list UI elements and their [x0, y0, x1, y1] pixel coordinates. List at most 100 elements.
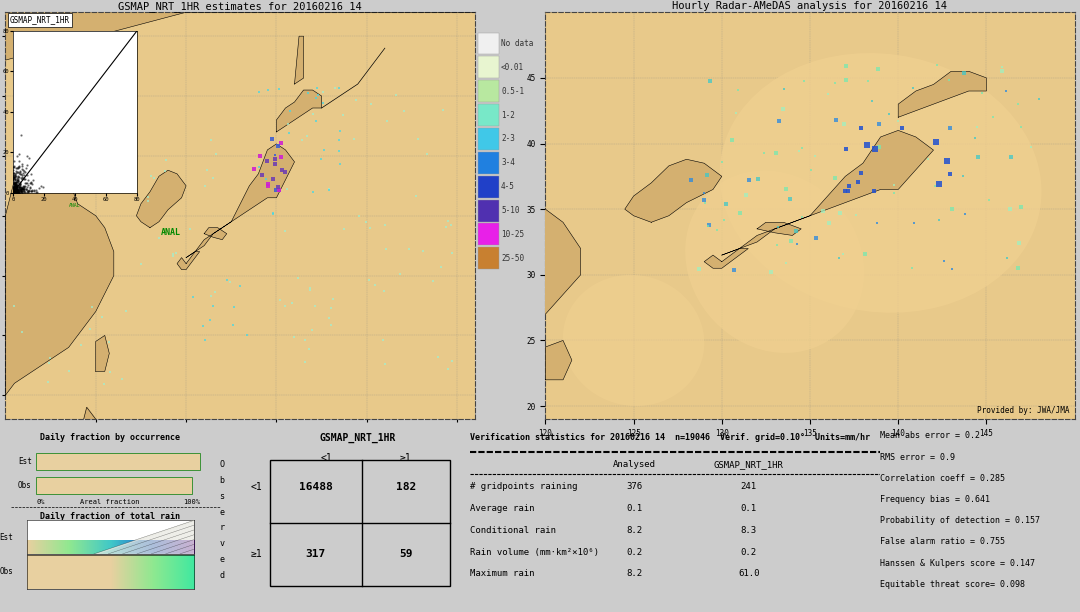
Point — [740, 175, 757, 185]
Point — [18, 178, 36, 188]
Point — [968, 122, 985, 132]
Polygon shape — [757, 222, 801, 236]
Point — [314, 88, 332, 97]
Polygon shape — [369, 144, 581, 406]
Point — [270, 84, 287, 94]
Point — [21, 183, 38, 193]
Point — [6, 174, 24, 184]
Point — [708, 225, 726, 235]
Point — [5, 179, 23, 189]
Point — [270, 141, 287, 151]
Text: 10-25: 10-25 — [501, 230, 524, 239]
Point — [15, 187, 32, 197]
Point — [4, 174, 22, 184]
Point — [788, 239, 806, 248]
Point — [5, 178, 23, 188]
Point — [289, 274, 307, 283]
Point — [9, 188, 26, 198]
Point — [21, 182, 38, 192]
Point — [944, 204, 961, 214]
Point — [6, 185, 24, 195]
Point — [181, 224, 199, 234]
Point — [18, 151, 36, 160]
Point — [14, 165, 31, 174]
Point — [973, 88, 990, 98]
Point — [787, 226, 805, 236]
Text: Daily fraction of total rain: Daily fraction of total rain — [40, 512, 179, 521]
Point — [8, 187, 25, 196]
Point — [6, 171, 24, 181]
Text: r: r — [219, 523, 225, 532]
Point — [4, 185, 22, 195]
Point — [769, 222, 786, 232]
Text: Daily fraction by occurrence: Daily fraction by occurrence — [40, 433, 179, 442]
Point — [11, 172, 28, 182]
Point — [197, 335, 214, 345]
Point — [23, 187, 40, 196]
Point — [9, 174, 26, 184]
Point — [12, 185, 29, 195]
Point — [8, 182, 25, 192]
Point — [9, 172, 26, 182]
Point — [19, 175, 37, 185]
Point — [10, 163, 27, 173]
Point — [12, 184, 29, 194]
Point — [437, 222, 455, 232]
Point — [19, 181, 37, 190]
Point — [814, 206, 832, 216]
Point — [11, 178, 28, 188]
Point — [9, 151, 26, 160]
Point — [6, 181, 24, 190]
Point — [321, 184, 338, 194]
Point — [683, 174, 700, 184]
Point — [10, 185, 27, 195]
Point — [285, 332, 302, 341]
Point — [314, 99, 332, 108]
Point — [5, 184, 23, 194]
Point — [102, 367, 119, 377]
Point — [5, 185, 23, 195]
Point — [8, 182, 25, 192]
Polygon shape — [94, 520, 194, 554]
Point — [274, 165, 292, 174]
Point — [8, 163, 25, 173]
Point — [13, 183, 30, 193]
Point — [716, 215, 733, 225]
Point — [999, 253, 1016, 263]
Point — [5, 183, 23, 193]
Point — [903, 264, 920, 274]
Point — [905, 218, 922, 228]
Text: 61.0: 61.0 — [738, 569, 759, 578]
Point — [5, 172, 23, 182]
Text: Frequency bias = 0.641: Frequency bias = 0.641 — [880, 495, 990, 504]
Point — [15, 184, 32, 194]
Point — [756, 148, 773, 158]
Point — [284, 297, 301, 307]
Point — [5, 172, 23, 182]
Point — [8, 186, 25, 196]
Point — [6, 187, 24, 196]
Point — [12, 130, 29, 140]
Point — [838, 61, 855, 71]
Text: Est: Est — [0, 532, 14, 542]
Point — [4, 186, 22, 196]
Point — [9, 171, 26, 181]
Point — [13, 182, 30, 192]
Point — [259, 179, 276, 189]
Point — [19, 185, 37, 195]
Point — [312, 154, 329, 164]
Point — [820, 89, 837, 99]
Polygon shape — [177, 252, 200, 270]
Point — [9, 185, 26, 195]
Point — [9, 187, 26, 197]
Point — [13, 174, 30, 184]
Point — [24, 185, 41, 195]
Point — [696, 195, 713, 205]
Bar — [478, 128, 499, 150]
Point — [5, 168, 23, 177]
Point — [5, 187, 23, 196]
Text: 376: 376 — [626, 482, 642, 491]
Point — [929, 60, 946, 70]
Point — [17, 187, 35, 196]
Point — [15, 170, 32, 180]
